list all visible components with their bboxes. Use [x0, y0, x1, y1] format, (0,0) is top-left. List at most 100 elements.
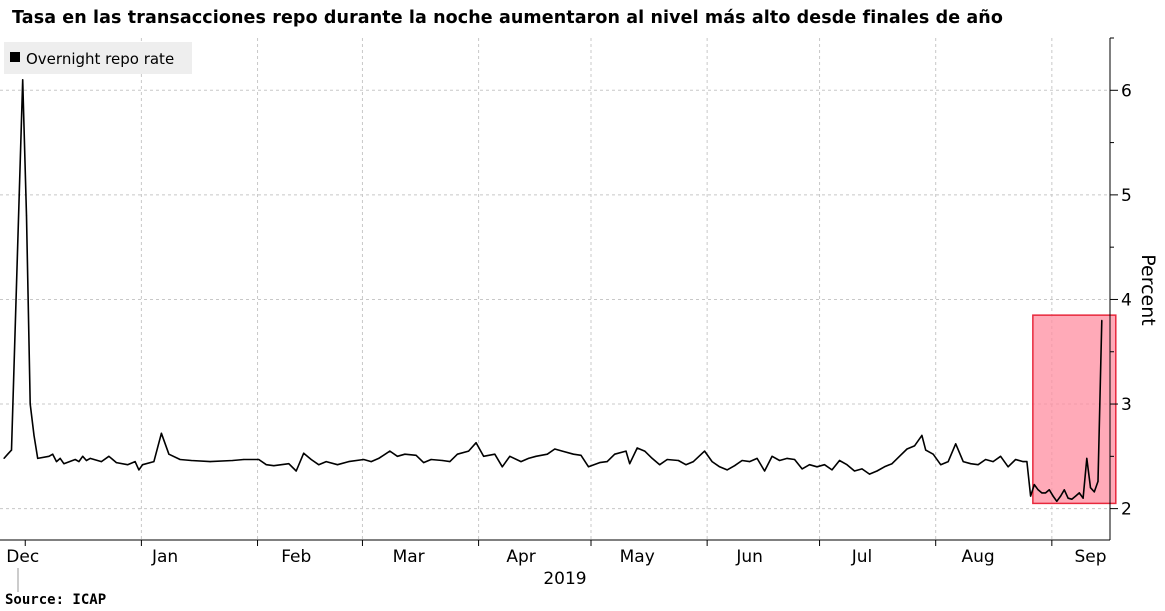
data-point	[232, 459, 234, 462]
data-point	[1067, 497, 1069, 499]
data-point	[659, 464, 661, 466]
data-point	[932, 453, 934, 455]
data-point	[325, 461, 327, 463]
data-point	[142, 464, 144, 466]
data-point	[1048, 489, 1050, 491]
data-point	[115, 462, 117, 464]
data-point	[970, 463, 972, 465]
data-point	[59, 457, 61, 459]
y-tick-label: 4	[1121, 290, 1132, 310]
x-tick-label: Jun	[735, 547, 763, 567]
x-tick-label: Apr	[506, 547, 535, 567]
data-point	[587, 466, 590, 468]
data-point	[318, 464, 320, 466]
data-point	[112, 458, 114, 461]
series-line	[3, 79, 1103, 503]
x-tick-label: Aug	[962, 547, 995, 567]
data-point	[838, 459, 841, 462]
data-point	[1033, 484, 1035, 486]
data-point	[265, 464, 267, 466]
data-point	[801, 468, 803, 470]
axes: 2 3 4 5 6 Dec Jan Feb Mar Apr May Jun Jul Aug Sep 2019 P…	[0, 37, 1159, 592]
data-point	[704, 450, 706, 452]
series-layer	[3, 79, 1103, 503]
data-point	[599, 462, 601, 464]
legend: Overnight repo rate	[4, 42, 192, 74]
data-point	[456, 453, 458, 455]
x-tick-label: Sep	[1075, 547, 1107, 567]
data-point	[55, 461, 58, 463]
data-point	[992, 461, 994, 463]
data-point	[1052, 495, 1054, 497]
data-point	[651, 457, 653, 459]
data-point	[625, 450, 627, 452]
data-point	[853, 470, 856, 472]
data-point	[138, 469, 140, 471]
data-point	[692, 461, 695, 463]
data-point	[955, 443, 957, 445]
data-point	[190, 459, 192, 462]
y-tick-label: 6	[1121, 81, 1132, 101]
x-tick-label: Dec	[6, 547, 39, 567]
data-point	[336, 464, 339, 466]
data-point	[160, 432, 162, 434]
x-tick-label: Jul	[851, 547, 873, 567]
data-point	[370, 461, 372, 463]
data-point	[1022, 461, 1024, 463]
data-point	[614, 453, 616, 455]
data-point	[726, 469, 728, 471]
data-point	[127, 464, 129, 466]
data-point	[494, 453, 496, 455]
data-point	[295, 470, 297, 472]
grid	[0, 38, 1110, 540]
data-point	[756, 457, 758, 459]
data-point	[711, 461, 713, 463]
data-point	[25, 215, 28, 217]
data-point	[535, 455, 537, 457]
data-point	[475, 442, 477, 444]
data-point	[677, 459, 680, 462]
data-point	[546, 453, 548, 455]
y-axis-title: Percent	[1137, 254, 1159, 326]
data-point	[779, 459, 781, 462]
source-note: Source: ICAP	[5, 592, 107, 608]
x-tick-label: Feb	[281, 547, 311, 567]
data-point	[209, 461, 211, 463]
data-point	[823, 464, 826, 466]
data-point	[831, 469, 833, 471]
data-point	[310, 458, 312, 461]
data-point	[913, 445, 916, 447]
data-point	[441, 459, 443, 462]
data-point	[85, 459, 87, 462]
data-point	[977, 464, 979, 466]
data-point	[861, 468, 863, 470]
data-point	[78, 461, 80, 463]
data-point	[1078, 492, 1080, 494]
data-point	[89, 457, 91, 459]
data-point	[527, 457, 530, 459]
data-point	[134, 461, 136, 463]
data-point	[1026, 461, 1028, 463]
data-point	[82, 455, 84, 457]
data-point	[629, 463, 631, 465]
highlight-region	[1032, 314, 1117, 505]
data-point	[179, 458, 181, 461]
data-point	[580, 454, 582, 456]
data-point	[52, 453, 54, 455]
data-point	[74, 458, 76, 461]
data-point	[1093, 491, 1095, 493]
data-point	[378, 457, 380, 459]
data-point	[1101, 319, 1103, 321]
data-point	[483, 455, 485, 457]
data-point	[168, 453, 170, 455]
data-point	[906, 448, 908, 450]
data-point	[48, 455, 50, 457]
data-point	[363, 458, 365, 461]
data-point	[63, 463, 65, 465]
data-point	[898, 455, 901, 457]
data-point	[1000, 455, 1002, 457]
data-point	[644, 450, 646, 452]
data-point	[883, 466, 886, 468]
data-point	[430, 458, 432, 461]
